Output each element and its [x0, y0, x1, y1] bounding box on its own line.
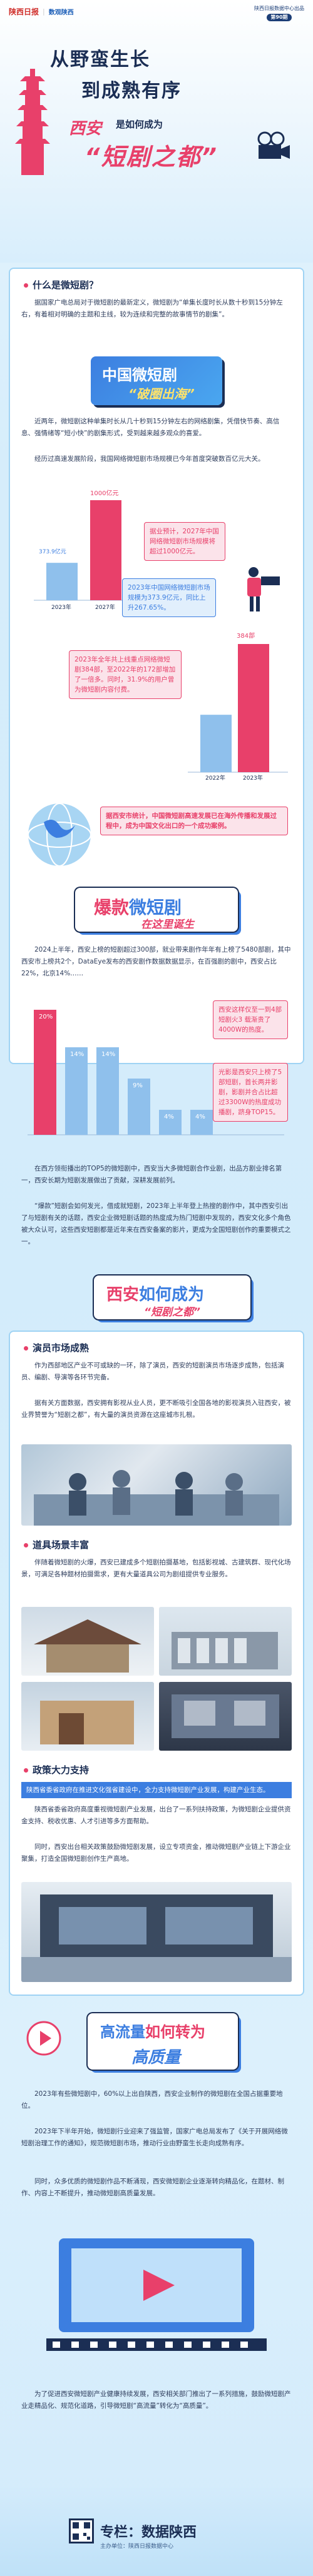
- paragraph-quality-1: 2023年有些微短剧中，60%以上出自陕西，西安企业制作的微短剧在全国占据重要地…: [21, 2090, 283, 2110]
- bar-2023年: [46, 563, 78, 600]
- photo-bases-4: [159, 1682, 292, 1751]
- issue-number: 第90期: [267, 14, 292, 21]
- paragraph-xian-share: 2024上半年，西安上榜的短剧超过300部，就业带来剧作年年有上榜了5480部剧…: [21, 946, 291, 977]
- banner-title-b: 如何转为: [145, 2023, 205, 2041]
- photo-bases-1: [21, 1607, 154, 1676]
- film-camera-icon: [257, 131, 290, 159]
- category-label: 2023年: [243, 774, 263, 782]
- paragraph-actors-1: 作为西部地区产业不可或缺的一环，除了演员，西安的短剧演员市场逐步成熟，包括演员、…: [21, 1362, 284, 1381]
- policy-highlight: 陕西省委省政府在推进文化强省建设中，全力支持微短剧产业发展，构建产业生态。: [21, 1782, 292, 1798]
- value-label: 4%: [164, 1114, 174, 1120]
- title-line-2: 到成熟有序: [81, 80, 182, 102]
- brand-logo-data: 数观陕西: [48, 9, 74, 16]
- value-label: 9%: [133, 1082, 143, 1089]
- bar-label-2027: 1000亿元: [90, 489, 118, 497]
- paragraph-popularity: 近两年，微短剧这种单集时长从几十秒到15分钟左右的网络剧集，凭借快节奏、高信息、…: [21, 418, 280, 437]
- banner-title-a: 西安: [106, 1285, 140, 1304]
- globe-icon: [28, 803, 91, 867]
- banner-hit-shortdrama: 爆款微短剧 在这里诞生: [75, 888, 238, 932]
- footer-subtitle: 主办单位：陕西日报数据中心: [100, 2543, 174, 2550]
- paragraph-quality-3: 同时，众多优质的微短剧作品不断涌现，西安微短剧企业逐渐转向精品化，在题材、制作、…: [21, 2178, 284, 2197]
- title-line-4: “短剧之都”: [85, 143, 218, 171]
- photo-policy: [21, 1882, 292, 1982]
- bar-北京: [65, 1047, 88, 1135]
- bar-西安: [34, 1010, 56, 1135]
- market-size-chart: 2023年 2027年 1000亿元 373.9亿元: [34, 489, 134, 611]
- city-share-chart: 20% 14% 14% 9% 4% 4%: [28, 1010, 284, 1135]
- bar-2023年: [238, 644, 269, 772]
- note-xian-heat: 西安这样仅至一到4部短剧火3 载渐贵了4000W的热度。: [213, 1000, 288, 1039]
- category-label: 2023年: [51, 603, 71, 611]
- category-label: 2022年: [205, 774, 225, 782]
- bar-杭州: [159, 1110, 182, 1135]
- bar-上海: [96, 1047, 119, 1135]
- title-line-3-city: 西安: [69, 119, 102, 138]
- bar-2022年: [200, 715, 232, 772]
- value-label: 20%: [39, 1014, 53, 1020]
- cameraman-illustration: [247, 567, 280, 611]
- heading-props-scenes: 道具场景丰富: [24, 1538, 89, 1551]
- releases-chart: 2022年 2023年 384部: [188, 631, 288, 782]
- value-label: 14%: [101, 1051, 115, 1058]
- note-releases: 2023年全年共上线重点网络微短剧384部，至2022年的172部增加了一倍多。…: [69, 650, 182, 699]
- photo-bases-2: [159, 1607, 292, 1676]
- category-label: 2027年: [95, 603, 115, 611]
- paragraph-top5: 在西方领衔播出的TOP5的微短剧中，西安当大多微短剧合作业剧，出品方剧业排名第一…: [21, 1165, 282, 1184]
- bar-label-2023: 373.9亿元: [39, 548, 66, 555]
- photo-actors: [21, 1444, 292, 1526]
- bar-成都: [128, 1079, 150, 1135]
- bar-2027年: [90, 500, 121, 600]
- value-label: 14%: [70, 1051, 84, 1058]
- footer: 专栏：数据陕西 主办单位：陕西日报数据中心: [0, 2488, 313, 2576]
- value-label: 4%: [195, 1114, 205, 1120]
- heading-policy: 政策大力支持: [24, 1763, 89, 1776]
- brand-bar: 陕西日报 | 数观陕西: [9, 8, 74, 16]
- banner-china-shortdrama: 中国微短剧 “破圈出海”: [91, 356, 222, 405]
- issue-badge: 陕西日报数据中心出品 第90期: [254, 5, 304, 21]
- paragraph-policy-2: 同时，西安出台相关政策鼓励微短剧发展，设立专项资金，推动微短剧产业链上下游企业聚…: [21, 1843, 291, 1863]
- banner-title-a: 爆款: [94, 897, 130, 918]
- photo-bases-3: [21, 1682, 154, 1751]
- paragraph-hit-drama: “爆款”短剧会如何发光，借成就短剧，2023年上半年登上热搜的剧作中，其中西安引…: [21, 1202, 291, 1245]
- banner-title-c: 高质量: [131, 2048, 181, 2067]
- note-overseas: 据西安市统计，中国微短剧高速发展已在海外传播和发展过程中，成为中国文化出口的一个…: [100, 807, 288, 835]
- paragraph-market: 经历过高速发展阶段，我国网络微短剧市场规模已今年首度突破数百亿元大关。: [34, 455, 265, 463]
- issue-publisher: 陕西日报数据中心出品: [254, 6, 304, 11]
- film-illustration: [46, 2238, 267, 2351]
- note-2027-forecast: 据业预计，2027年中国网络微短剧市场规模将超过1000亿元。: [144, 522, 225, 561]
- banner-xian-capital: 西安如何成为 “短剧之都”: [94, 1275, 250, 1319]
- footer-title: 专栏：数据陕西: [100, 2525, 197, 2540]
- bar-其他: [190, 1110, 213, 1135]
- paragraph-props: 伴随着微短剧的火爆，西安已建成多个短剧拍摄基地，包括影视城、古建筑群、现代化场景…: [21, 1559, 291, 1578]
- paragraph-quality-4: 为了促进西安微短剧产业健康持续发展，西安相关部门推出了一系列措施，鼓励微短剧产业…: [21, 2390, 291, 2410]
- pagoda-icon: [15, 69, 50, 175]
- brand-logo-shaanxi-daily: 陕西日报: [9, 8, 39, 16]
- section-heading-what: 什么是微短剧？: [24, 278, 98, 291]
- banner-subtitle: “破圈出海”: [128, 386, 195, 401]
- heading-actor-market: 演员市场成熟: [24, 1341, 89, 1354]
- note-2023-market: 2023年中国网络微短剧市场规模为373.9亿元，同比上升267.65%。: [122, 578, 216, 617]
- title-line-1: 从野蛮生长: [50, 49, 150, 71]
- paragraph-actors-2: 据有关方面数据，西安拥有影视从业人员，更不断吸引全国各地的影视演员入驻西安，被业…: [21, 1399, 291, 1419]
- paragraph-quality-2: 2023年下半年开始，微短剧行业迎来了强监管，国家广电总局发布了《关于开展网络微…: [21, 2128, 288, 2147]
- header: 陕西日报 | 数观陕西 陕西日报数据中心出品 第90期 从野蛮生长: [0, 0, 313, 263]
- banner-quality: 高流量如何转为 高质量: [88, 2013, 238, 2070]
- paragraph-definition: 据国家广电总局对于微短剧的最新定义，微短剧为“单集长度时长从数十秒到15分钟左右…: [21, 299, 283, 318]
- title-line-3-text: 是如何成为: [116, 119, 163, 130]
- banner-subtitle: 在这里诞生: [141, 918, 194, 931]
- banner-title-b: 如何成为: [139, 1285, 205, 1304]
- banner-subtitle: “短剧之都”: [144, 1306, 200, 1319]
- qr-code[interactable]: [69, 2518, 94, 2543]
- banner-title: 中国微短剧: [102, 366, 177, 384]
- banner-title-b: 微短剧: [129, 897, 182, 918]
- play-icon: [26, 2021, 61, 2056]
- note-guangying: 光影是西安只上榜了5部短剧，首长两井影剧，影剧并合占比超过3300W的热度成功播…: [213, 1063, 288, 1122]
- banner-title-a: 高流量: [100, 2023, 145, 2041]
- bar-label-384: 384部: [237, 631, 255, 640]
- paragraph-policy-1: 陕西省委省政府高度重视微短剧产业发展，出台了一系列扶持政策，为微短剧企业提供资金…: [21, 1806, 291, 1825]
